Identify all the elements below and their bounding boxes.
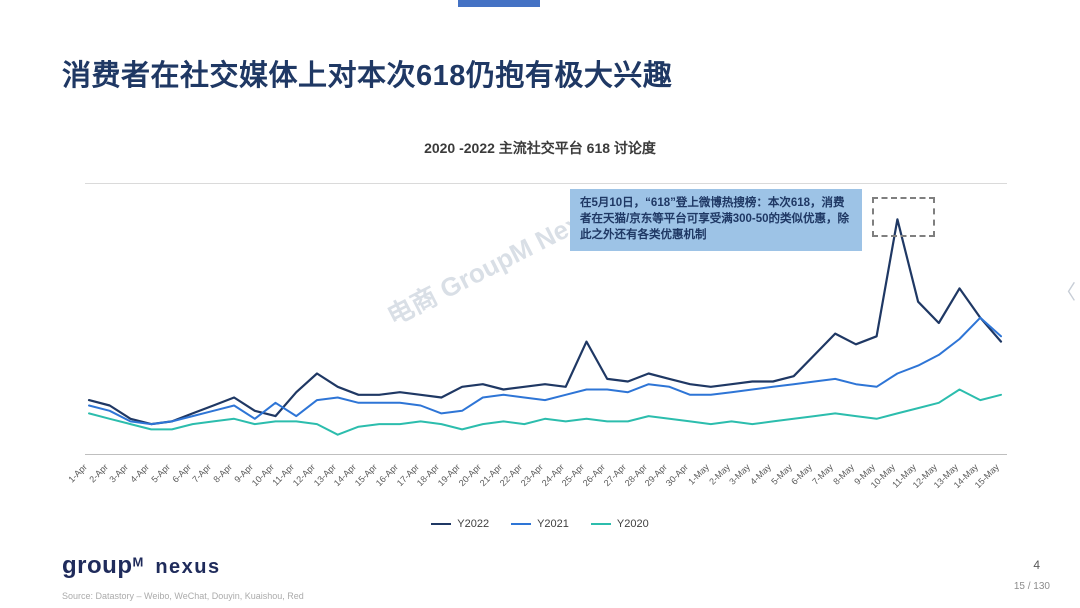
source-attribution: Source: Datastory – Weibo, WeChat, Douyi…	[62, 591, 304, 601]
logo-nexus-text: nexus	[155, 556, 221, 578]
peak-highlight-box	[872, 197, 935, 237]
line-chart	[87, 218, 1003, 436]
logo-group-text: group	[62, 552, 133, 579]
x-axis-label: 26-Apr	[580, 461, 608, 489]
x-axis-label: 4-May	[748, 461, 773, 487]
x-axis-label: 18-Apr	[415, 461, 442, 489]
legend-swatch-icon	[431, 523, 452, 525]
x-axis-label: 1-Apr	[66, 461, 89, 485]
viewer-page-indicator: 15 / 130	[1013, 581, 1050, 592]
x-axis-label: 22-Apr	[498, 461, 525, 489]
x-axis-label: 28-Apr	[622, 461, 649, 489]
x-axis-label: 19-Apr	[435, 461, 463, 489]
x-axis-label: 14-Apr	[332, 461, 359, 489]
legend-item-Y2020: Y2020	[590, 518, 649, 530]
annotation-callout: 在5月10日，“618”登上微博热搜榜：本次618，消费者在天猫/京东等平台可享…	[570, 189, 862, 251]
x-axis-label: 13-Apr	[311, 461, 338, 489]
x-axis-label: 6-May	[789, 461, 815, 487]
x-axis-label: 27-Apr	[601, 461, 628, 489]
x-axis-label: 3-May	[727, 461, 753, 487]
legend-swatch-icon	[590, 523, 611, 525]
legend-item-Y2022: Y2022	[431, 518, 489, 530]
chart-title: 2020 -2022 主流社交平台 618 讨论度	[424, 140, 656, 156]
logo-m-superscript: M	[132, 554, 144, 570]
slide-page-number: 4	[1033, 558, 1040, 572]
x-axis-label: 21-Apr	[477, 461, 504, 489]
x-axis-label: 5-Apr	[149, 461, 172, 485]
x-axis-label: 7-Apr	[190, 461, 214, 485]
top-accent-bar	[458, 0, 540, 7]
series-line-Y2020	[88, 388, 1002, 436]
x-axis-label: 6-Apr	[169, 461, 193, 485]
x-axis-label: 8-Apr	[211, 461, 235, 485]
legend-item-Y2021: Y2021	[511, 518, 569, 530]
x-axis-label: 3-Apr	[107, 461, 131, 485]
x-axis-label: 24-Apr	[539, 461, 566, 489]
x-axis-label: 16-Apr	[373, 461, 400, 489]
chart-legend: Y2022 Y2021 Y2020	[0, 518, 1080, 530]
x-axis-label: 1-May	[686, 461, 711, 487]
series-line-Y2022	[87, 218, 1003, 426]
x-axis-label: 15-Apr	[352, 461, 380, 489]
x-axis-label: 25-Apr	[560, 461, 587, 489]
x-axis-label: 2-May	[706, 461, 732, 487]
slide-title: 消费者在社交媒体上对本次618仍抱有极大兴趣	[62, 60, 673, 92]
legend-label: Y2022	[457, 518, 490, 530]
x-axis-label: 23-Apr	[518, 461, 545, 489]
legend-label: Y2020	[616, 518, 649, 530]
x-axis-label: 20-Apr	[456, 461, 483, 489]
x-axis-labels: 1-Apr 2-Apr 3-Apr 4-Apr 5-Apr 6-Apr 7-Apr 8-Apr…	[66, 457, 1007, 515]
x-axis-label: 12-Apr	[290, 461, 317, 489]
chart-plot-area	[85, 183, 1007, 455]
groupm-nexus-logo: groupM nexus	[62, 552, 221, 580]
x-axis-label: 5-May	[768, 461, 794, 487]
x-axis-label: 11-Apr	[270, 461, 297, 488]
series-line-Y2021	[88, 316, 1002, 426]
legend-label: Y2021	[537, 518, 569, 530]
legend-swatch-icon	[511, 523, 532, 525]
x-axis-label: 29-Apr	[643, 461, 670, 489]
x-axis-label: 8-May	[831, 461, 856, 487]
chevron-left-icon[interactable]: 〈	[1056, 282, 1076, 304]
x-axis-label: 2-Apr	[87, 461, 110, 485]
x-axis-label: 7-May	[810, 461, 836, 487]
x-axis-label: 10-Apr	[249, 461, 276, 489]
x-axis-label: 17-Apr	[394, 461, 421, 489]
x-axis-label: 30-Apr	[663, 461, 691, 489]
x-axis-label: 4-Apr	[128, 461, 152, 485]
